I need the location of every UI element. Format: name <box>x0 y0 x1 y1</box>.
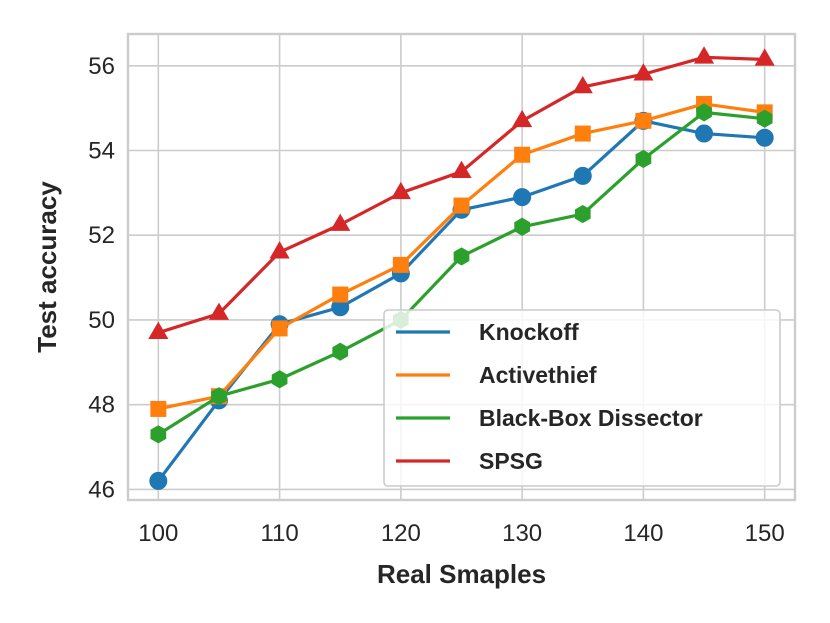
data-point-knockoff <box>149 471 168 490</box>
data-point-knockoff <box>755 128 774 147</box>
data-point-knockoff <box>573 166 592 185</box>
legend-label-spsg: SPSG <box>479 448 543 474</box>
y-tick-label: 54 <box>88 138 115 165</box>
data-point-black-box-dissector <box>756 109 773 128</box>
data-point-activethief <box>453 197 470 214</box>
tick-labels: 100 110 120 130 140 150 46 48 50 52 54 56 <box>88 53 784 547</box>
data-point-spsg <box>330 213 351 231</box>
series-line-spsg <box>157 55 765 335</box>
x-tick-label: 150 <box>745 520 785 547</box>
data-point-spsg <box>512 109 533 128</box>
data-point-activethief <box>150 400 167 417</box>
data-point-black-box-dissector <box>453 247 470 266</box>
data-point-activethief <box>332 286 349 303</box>
legend-label-activethief: Activethief <box>479 362 597 388</box>
data-point-black-box-dissector <box>211 387 227 406</box>
data-point-black-box-dissector <box>332 342 349 361</box>
legend-label-black-box-dissector: Black-Box Dissector <box>479 405 703 431</box>
y-tick-label: 46 <box>88 476 115 503</box>
data-point-spsg <box>390 181 411 200</box>
x-tick-label: 140 <box>623 520 663 547</box>
data-point-spsg <box>148 321 169 339</box>
x-tick-label: 110 <box>260 520 298 547</box>
y-tick-label: 48 <box>88 392 115 419</box>
data-point-spsg <box>754 48 775 66</box>
data-point-spsg <box>451 160 472 178</box>
data-point-black-box-dissector <box>635 149 652 169</box>
data-point-black-box-dissector <box>514 217 530 236</box>
y-tick-label: 50 <box>88 307 115 334</box>
data-point-black-box-dissector <box>150 425 167 444</box>
legend-box <box>383 309 781 487</box>
legend: Knockoff Activethief Black-Box Dissector SP… <box>383 309 781 487</box>
x-tick-label: 120 <box>381 520 421 547</box>
y-tick-label: 52 <box>88 222 115 249</box>
data-point-spsg <box>269 241 290 259</box>
data-point-knockoff <box>695 124 714 143</box>
data-point-spsg <box>693 46 715 64</box>
data-point-activethief <box>574 125 591 142</box>
y-axis-label: Test accuracy <box>32 181 62 353</box>
x-tick-label: 100 <box>138 520 178 547</box>
data-point-activethief <box>635 112 652 129</box>
series-spsg <box>148 46 775 339</box>
plot-frame <box>126 32 797 502</box>
series-layer <box>148 46 775 490</box>
x-axis-label: Real Smaples <box>377 559 546 589</box>
data-point-activethief <box>392 256 409 273</box>
y-tick-label: 56 <box>88 53 115 80</box>
data-point-activethief <box>271 320 288 337</box>
x-tick-label: 130 <box>502 520 542 547</box>
data-point-spsg <box>633 63 654 81</box>
data-point-spsg <box>572 75 593 94</box>
data-point-knockoff <box>513 188 532 207</box>
data-point-spsg <box>208 302 230 320</box>
data-point-black-box-dissector <box>271 370 288 389</box>
legend-label-knockoff: Knockoff <box>479 319 579 345</box>
data-point-black-box-dissector <box>696 103 712 122</box>
data-point-activethief <box>514 146 531 163</box>
data-point-black-box-dissector <box>574 204 591 224</box>
